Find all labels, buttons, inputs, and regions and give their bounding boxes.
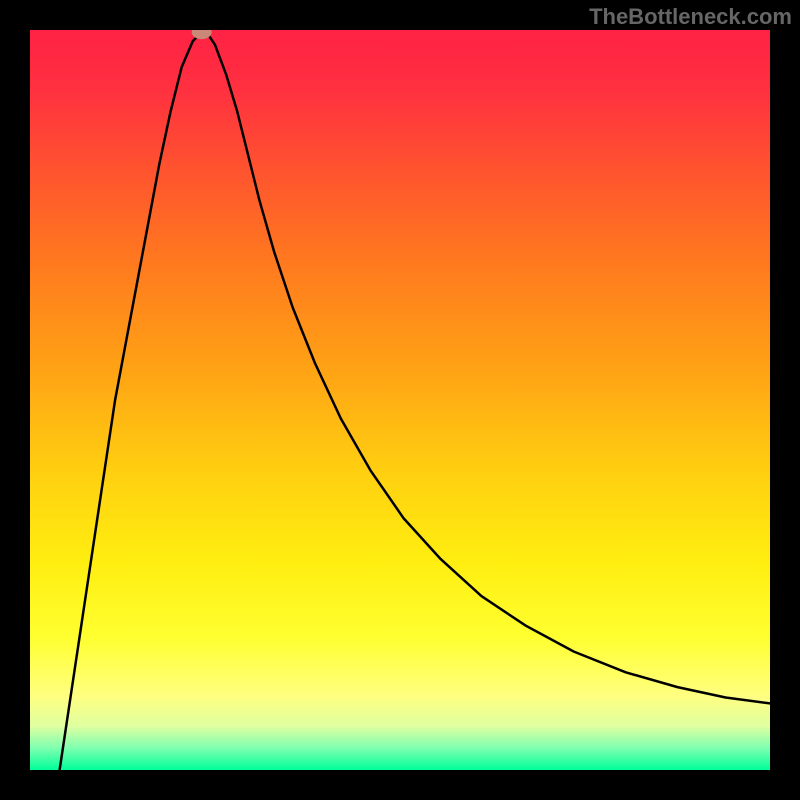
chart-container: TheBottleneck.com xyxy=(0,0,800,800)
plot-area xyxy=(30,30,770,770)
gradient-background xyxy=(30,30,770,770)
watermark-label: TheBottleneck.com xyxy=(589,4,792,30)
chart-svg xyxy=(30,30,770,770)
